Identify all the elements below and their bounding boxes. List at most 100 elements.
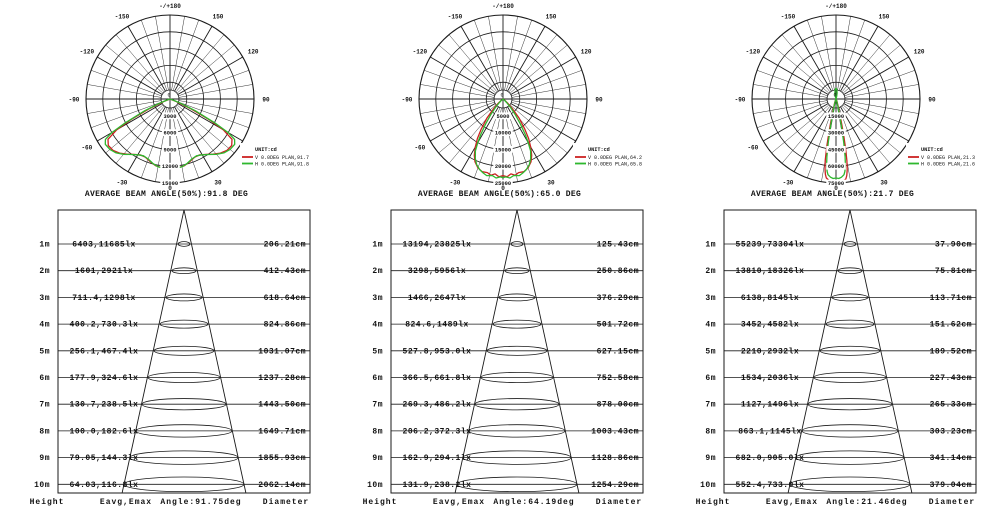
polar-candela-chart-1: 3000600090001200015000-/+180150120906030… xyxy=(69,3,322,192)
svg-text:30: 30 xyxy=(880,180,888,187)
svg-text:10m: 10m xyxy=(367,481,383,490)
svg-text:6000: 6000 xyxy=(164,131,177,137)
svg-text:4m: 4m xyxy=(39,321,50,330)
svg-text:6m: 6m xyxy=(705,374,716,383)
svg-text:863.1,1145lx: 863.1,1145lx xyxy=(738,427,802,436)
svg-text:-150: -150 xyxy=(115,13,130,20)
cone-diagrams-row: 1m 6403,11685lx 206.21cm 2m 1601,2921lx 412.4… xyxy=(0,206,1000,510)
svg-text:627.15cm: 627.15cm xyxy=(597,347,639,356)
svg-text:-60: -60 xyxy=(414,145,425,152)
svg-text:4m: 4m xyxy=(372,321,383,330)
svg-text:227.43cm: 227.43cm xyxy=(930,374,972,383)
svg-text:-30: -30 xyxy=(117,180,128,187)
svg-text:120: 120 xyxy=(581,49,592,56)
svg-text:3000: 3000 xyxy=(164,114,177,120)
svg-text:-150: -150 xyxy=(448,13,463,20)
svg-text:9m: 9m xyxy=(372,454,383,463)
svg-text:75.81cm: 75.81cm xyxy=(935,267,972,276)
svg-text:501.72cm: 501.72cm xyxy=(597,321,639,330)
svg-text:5m: 5m xyxy=(372,347,383,356)
svg-text:90: 90 xyxy=(928,97,936,104)
svg-text:1003.43cm: 1003.43cm xyxy=(591,427,639,436)
polar-charts-row: 3000600090001200015000-/+180150120906030… xyxy=(0,0,1000,206)
svg-text:120: 120 xyxy=(914,49,925,56)
svg-text:303.23cm: 303.23cm xyxy=(930,427,972,436)
svg-text:20000: 20000 xyxy=(495,164,511,170)
svg-text:-30: -30 xyxy=(450,180,461,187)
svg-text:824.6,1489lx: 824.6,1489lx xyxy=(405,321,469,330)
svg-text:30: 30 xyxy=(547,180,555,187)
svg-text:Angle:21.46deg: Angle:21.46deg xyxy=(826,498,907,507)
svg-text:60000: 60000 xyxy=(828,164,844,170)
svg-text:100.0,182.6lx: 100.0,182.6lx xyxy=(70,427,139,436)
svg-text:-90: -90 xyxy=(69,97,80,104)
svg-text:824.86cm: 824.86cm xyxy=(264,321,306,330)
svg-text:V 0.0DEG PLAN,91.7: V 0.0DEG PLAN,91.7 xyxy=(255,155,309,161)
svg-text:412.43cm: 412.43cm xyxy=(264,267,306,276)
svg-text:265.33cm: 265.33cm xyxy=(930,401,972,410)
svg-text:150: 150 xyxy=(213,13,224,20)
svg-text:55239,73304lx: 55239,73304lx xyxy=(736,241,805,250)
svg-text:527.8,953.0lx: 527.8,953.0lx xyxy=(403,347,472,356)
svg-text:1534,2036lx: 1534,2036lx xyxy=(741,374,799,383)
cone-diagram-table-1: 1m 6403,11685lx 206.21cm 2m 1601,2921lx 412.4… xyxy=(30,209,311,507)
svg-text:113.71cm: 113.71cm xyxy=(930,294,972,303)
svg-text:6m: 6m xyxy=(39,374,50,383)
svg-text:5m: 5m xyxy=(705,347,716,356)
svg-text:-120: -120 xyxy=(413,49,428,56)
svg-text:150: 150 xyxy=(879,13,890,20)
svg-text:2m: 2m xyxy=(705,267,716,276)
svg-text:13810,18326lx: 13810,18326lx xyxy=(736,267,805,276)
polar-chart-cell-2: 500010000150002000025000-/+1801501209060… xyxy=(333,0,666,206)
svg-text:-30: -30 xyxy=(783,180,794,187)
svg-text:130.7,238.5lx: 130.7,238.5lx xyxy=(70,401,139,410)
svg-text:618.64cm: 618.64cm xyxy=(264,294,306,303)
svg-text:-90: -90 xyxy=(402,97,413,104)
svg-text:Eavg,Emax: Eavg,Emax xyxy=(766,498,818,507)
svg-text:189.52cm: 189.52cm xyxy=(930,347,972,356)
svg-text:25000: 25000 xyxy=(495,181,511,187)
svg-text:366.5,661.8lx: 366.5,661.8lx xyxy=(403,374,472,383)
svg-text:10m: 10m xyxy=(700,481,716,490)
svg-text:H 0.0DEG PLAN,65.8: H 0.0DEG PLAN,65.8 xyxy=(588,162,642,168)
polar-candela-chart-3: 1500030000450006000075000-/+180150120906… xyxy=(735,3,988,192)
svg-text:Height: Height xyxy=(30,498,65,507)
svg-text:9m: 9m xyxy=(39,454,50,463)
svg-text:1649.71cm: 1649.71cm xyxy=(258,427,306,436)
svg-text:10000: 10000 xyxy=(495,131,511,137)
svg-text:-/+180: -/+180 xyxy=(159,3,181,10)
svg-text:3m: 3m xyxy=(39,294,50,303)
svg-text:8m: 8m xyxy=(39,427,50,436)
svg-text:15000: 15000 xyxy=(828,114,844,120)
svg-text:0: 0 xyxy=(168,185,172,192)
svg-text:3452,4582lx: 3452,4582lx xyxy=(741,321,799,330)
svg-text:682.0,905.0lx: 682.0,905.0lx xyxy=(736,454,805,463)
svg-text:3m: 3m xyxy=(705,294,716,303)
svg-text:0: 0 xyxy=(500,93,503,99)
svg-text:0: 0 xyxy=(167,93,170,99)
svg-text:7m: 7m xyxy=(705,401,716,410)
svg-text:1466,2647lx: 1466,2647lx xyxy=(408,294,466,303)
svg-text:Angle:64.19deg: Angle:64.19deg xyxy=(493,498,574,507)
svg-text:Diameter: Diameter xyxy=(929,498,975,507)
svg-text:2210,2932lx: 2210,2932lx xyxy=(741,347,799,356)
svg-text:341.14cm: 341.14cm xyxy=(930,454,972,463)
svg-text:Diameter: Diameter xyxy=(596,498,642,507)
beam-angle-caption-1: AVERAGE BEAM ANGLE(50%):91.8 DEG xyxy=(84,190,249,199)
svg-text:-60: -60 xyxy=(747,145,758,152)
svg-text:206.2,372.3lx: 206.2,372.3lx xyxy=(403,427,472,436)
svg-text:30000: 30000 xyxy=(828,131,844,137)
svg-text:H 0.0DEG PLAN,91.8: H 0.0DEG PLAN,91.8 xyxy=(255,162,309,168)
svg-text:-150: -150 xyxy=(781,13,796,20)
svg-text:Diameter: Diameter xyxy=(263,498,309,507)
svg-text:125.43cm: 125.43cm xyxy=(597,241,639,250)
beam-angle-caption-2: AVERAGE BEAM ANGLE(50%):65.0 DEG xyxy=(417,190,582,199)
polar-candela-chart-2: 500010000150002000025000-/+1801501209060… xyxy=(402,3,655,192)
svg-text:9000: 9000 xyxy=(164,147,177,153)
svg-text:1237.28cm: 1237.28cm xyxy=(258,374,306,383)
svg-text:162.9,294.1lx: 162.9,294.1lx xyxy=(403,454,472,463)
svg-text:45000: 45000 xyxy=(828,147,844,153)
svg-text:5m: 5m xyxy=(39,347,50,356)
svg-text:7m: 7m xyxy=(372,401,383,410)
svg-text:64.03,116.8lx: 64.03,116.8lx xyxy=(70,481,139,490)
